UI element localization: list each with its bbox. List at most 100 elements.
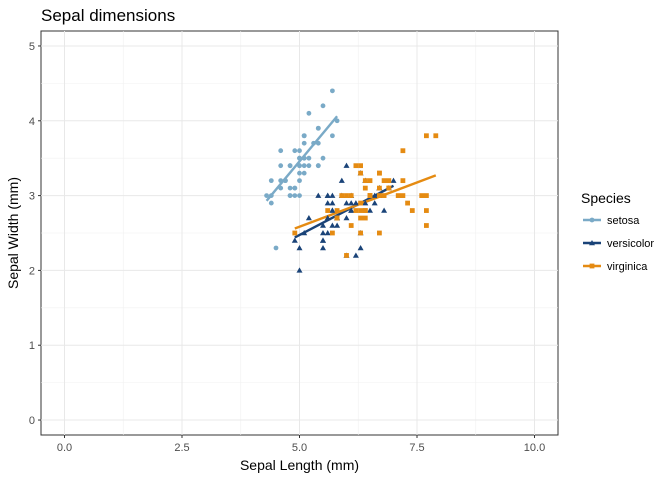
versicolor-point (296, 267, 303, 273)
setosa-point (278, 178, 284, 184)
setosa-point (264, 193, 269, 198)
versicolor-point (320, 237, 326, 243)
virginica-point (330, 230, 335, 236)
virginica-point (400, 148, 406, 154)
virginica-point (362, 215, 368, 221)
x-tick-label: 10.0 (524, 442, 545, 454)
virginica-point (362, 178, 368, 184)
virginica-point (377, 185, 382, 191)
virginica-point (358, 208, 363, 213)
setosa-point (330, 133, 335, 139)
versicolor-point (390, 177, 397, 183)
virginica-point (419, 193, 425, 198)
virginica-point (386, 185, 392, 191)
versicolor-point (334, 222, 341, 228)
setosa-point (278, 148, 284, 154)
setosa-point (292, 185, 298, 191)
setosa-point (320, 103, 326, 109)
legend-title: Species (581, 190, 631, 206)
legend: Species setosa versicolor virginica (581, 190, 654, 273)
versicolor-point (320, 244, 326, 251)
setosa-point (306, 163, 312, 169)
setosa-point (287, 185, 293, 191)
setosa-point (287, 193, 293, 198)
virginica-point (409, 208, 415, 213)
virginica-point (344, 193, 349, 198)
versicolor-point (381, 207, 388, 213)
versicolor-point (371, 192, 378, 198)
setosa-point (297, 178, 302, 184)
versicolor-point (348, 200, 355, 206)
versicolor-point (329, 207, 336, 213)
setosa-point (330, 88, 335, 94)
y-tick-label: 4 (29, 116, 35, 128)
versicolor-point (324, 215, 331, 221)
virginica-point (348, 193, 354, 198)
virginica-point (362, 208, 368, 213)
versicolor-point (338, 177, 345, 183)
y-tick-label: 0 (29, 415, 35, 427)
versicolor-point (352, 252, 359, 258)
legend-key-marker (589, 217, 595, 223)
setosa-point (301, 133, 307, 139)
setosa-point (315, 163, 321, 169)
versicolor-point (301, 230, 308, 236)
y-axis: 0 1 2 3 4 5 (29, 41, 41, 427)
virginica-point (377, 193, 382, 198)
virginica-point (339, 193, 345, 198)
versicolor-point (348, 207, 355, 213)
virginica-point (325, 208, 331, 213)
x-tick-label: 7.5 (409, 442, 424, 454)
virginica-point (424, 193, 429, 198)
y-tick-label: 3 (29, 191, 35, 203)
setosa-point (292, 193, 298, 198)
virginica-point (381, 178, 387, 184)
y-axis-title: Sepal Width (mm) (5, 177, 21, 289)
legend-item-virginica: virginica (583, 261, 648, 273)
versicolor-point (352, 200, 359, 206)
setosa-point (297, 148, 302, 154)
versicolor-point (329, 192, 336, 198)
virginica-point (358, 200, 363, 206)
setosa-point (306, 110, 312, 116)
setosa-point (292, 148, 298, 154)
y-tick-label: 1 (29, 340, 35, 352)
versicolor-point (343, 162, 350, 168)
setosa-point (301, 163, 307, 169)
virginica-point (334, 215, 340, 221)
versicolor-point (343, 200, 350, 206)
setosa-point (287, 163, 293, 169)
versicolor-point (362, 200, 369, 206)
setosa-point (268, 193, 274, 198)
chart-title: Sepal dimensions (41, 6, 175, 25)
setosa-point (278, 163, 284, 169)
virginica-point (424, 133, 429, 139)
setosa-point (301, 170, 307, 176)
virginica-point (424, 208, 429, 213)
setosa-point (297, 163, 302, 169)
setosa-point (283, 178, 288, 184)
virginica-point (405, 200, 410, 206)
virginica-point (358, 170, 363, 176)
setosa-point (311, 140, 316, 146)
virginica-point (377, 170, 382, 176)
virginica-point (381, 193, 387, 198)
virginica-point (400, 193, 406, 198)
virginica-point (424, 223, 429, 228)
virginica-point (358, 230, 363, 236)
setosa-point (297, 155, 302, 161)
x-tick-label: 5.0 (292, 442, 307, 454)
virginica-point (353, 163, 359, 169)
setosa-point (306, 155, 312, 161)
virginica-point (367, 178, 373, 184)
virginica-point (362, 185, 368, 191)
legend-item-setosa: setosa (583, 215, 640, 227)
versicolor-point (320, 222, 326, 228)
versicolor-point (291, 237, 298, 243)
virginica-point (358, 215, 363, 221)
setosa-point (315, 140, 321, 146)
versicolor-point (343, 215, 350, 221)
virginica-point (433, 133, 439, 139)
virginica-point (358, 163, 363, 169)
setosa-point (273, 245, 279, 251)
